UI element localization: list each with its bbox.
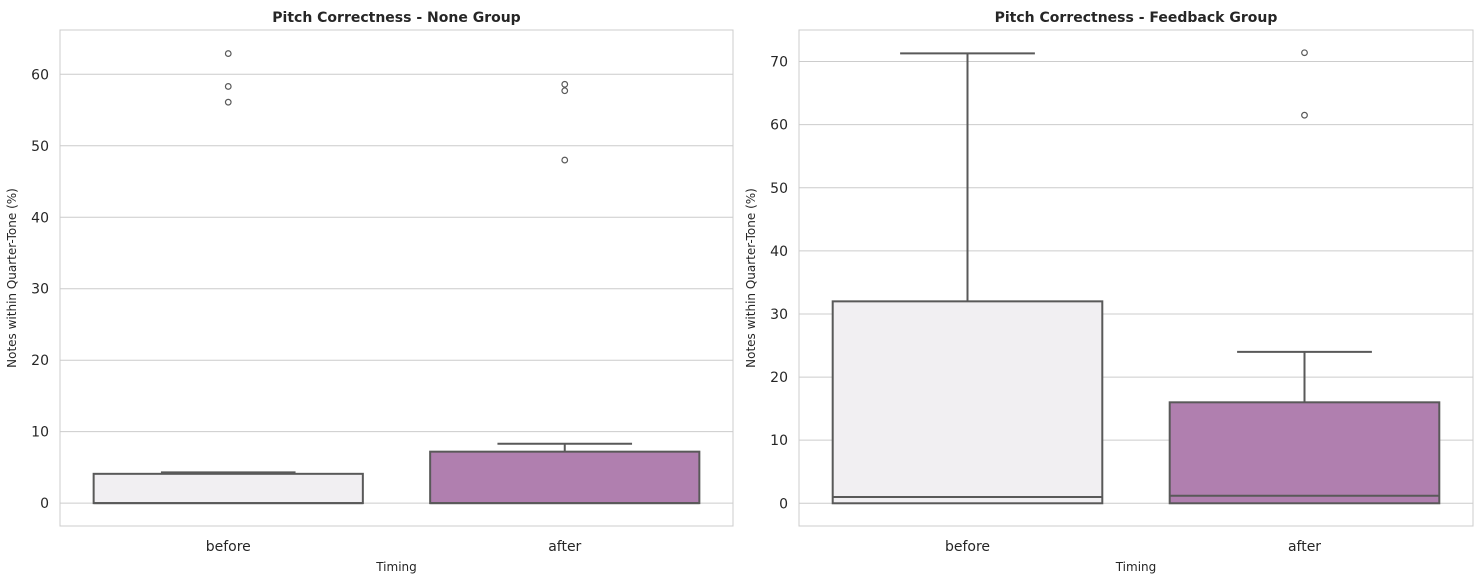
box-after [1168, 49, 1441, 505]
y-tick-label: 20 [770, 370, 788, 386]
outlier-point [1301, 111, 1308, 119]
outlier-point [224, 50, 232, 57]
y-tick-label: 40 [770, 244, 788, 260]
y-tick-label: 50 [31, 139, 49, 155]
boxplots [831, 49, 1441, 505]
outlier-point [224, 98, 232, 106]
plot-frame [798, 29, 1474, 527]
box-iqr [92, 472, 364, 505]
outlier-point [561, 87, 569, 95]
outlier-point [224, 83, 232, 90]
plot-frame [59, 29, 734, 527]
chart-panel-feedback-group: 0 10 20 30 40 50 60 70 before after Pitch Correc… [744, 10, 1474, 574]
y-tick-label: 10 [31, 425, 49, 441]
chart-panel-none-group: 0 10 20 30 40 50 60 before after Pitch Correctn… [5, 10, 734, 574]
x-tick-label: before [206, 539, 251, 555]
outlier-point [561, 80, 569, 88]
box-after [429, 80, 701, 505]
x-tick-label: after [548, 539, 581, 555]
box-iqr [1168, 401, 1441, 505]
y-axis-label: Notes within Quarter-Tone (%) [5, 188, 19, 368]
box-iqr [831, 300, 1104, 505]
y-tick-label: 60 [31, 67, 49, 83]
x-tick-labels: before after [206, 539, 582, 555]
y-tick-label: 60 [770, 118, 788, 134]
y-tick-label: 30 [770, 307, 788, 323]
y-tick-label: 50 [770, 181, 788, 197]
boxplots [92, 50, 701, 505]
box-before [831, 52, 1104, 505]
box-iqr [429, 450, 701, 505]
y-tick-label: 0 [779, 496, 788, 512]
x-axis-label: Timing [375, 560, 417, 574]
y-tick-label: 40 [31, 210, 49, 226]
y-axis-label: Notes within Quarter-Tone (%) [744, 188, 758, 368]
x-axis-label: Timing [1115, 560, 1157, 574]
y-tick-label: 30 [31, 282, 49, 298]
y-tick-labels: 0 10 20 30 40 50 60 70 [770, 55, 788, 513]
chart-title: Pitch Correctness - Feedback Group [995, 10, 1278, 26]
x-tick-label: before [945, 539, 990, 555]
y-tick-label: 70 [770, 55, 788, 71]
outlier-point [1301, 49, 1308, 57]
y-tick-labels: 0 10 20 30 40 50 60 [31, 67, 49, 512]
y-tick-label: 10 [770, 433, 788, 449]
y-tick-label: 0 [40, 496, 49, 512]
y-tick-label: 20 [31, 353, 49, 369]
x-tick-labels: before after [945, 539, 1321, 555]
outlier-point [561, 156, 569, 164]
chart-title: Pitch Correctness - None Group [272, 10, 520, 26]
box-before [92, 50, 364, 505]
x-tick-label: after [1288, 539, 1321, 555]
